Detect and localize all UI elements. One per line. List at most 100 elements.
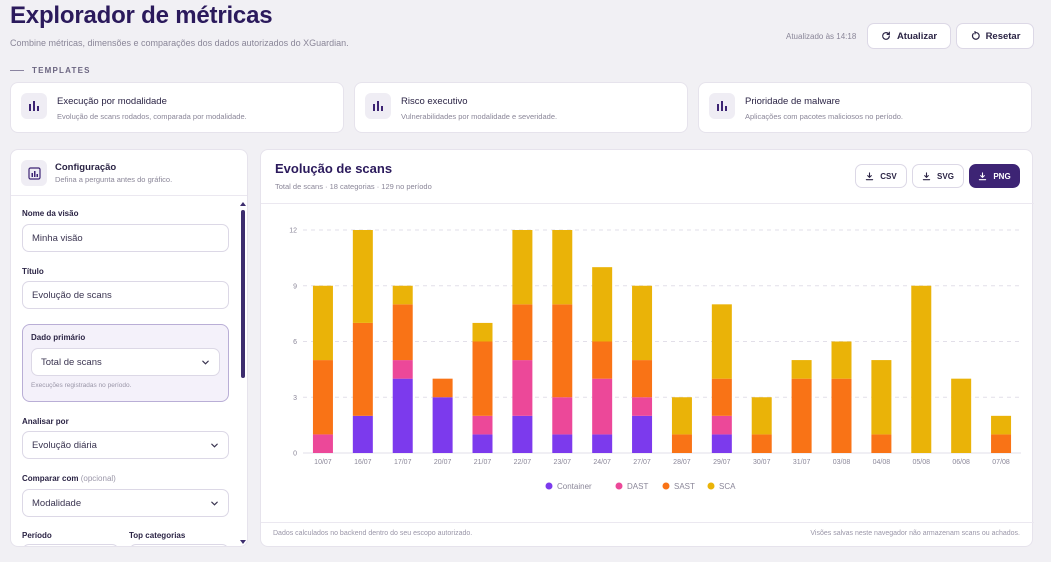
bar-segment-dast: [711, 415, 732, 435]
config-panel: Configuração Defina a pergunta antes do g…: [10, 149, 248, 547]
x-tick-label: 28/07: [673, 459, 691, 466]
compare-select[interactable]: Modalidade: [22, 489, 229, 517]
bar-segment-sast: [831, 378, 852, 453]
config-scrollbar[interactable]: [239, 200, 247, 546]
export-svg-button[interactable]: SVG: [912, 164, 964, 188]
config-title: Configuração: [55, 162, 117, 173]
bar-segment-sca: [592, 267, 613, 342]
chart-divider: [261, 203, 1034, 204]
page-subtitle: Combine métricas, dimensões e comparaçõe…: [10, 38, 349, 48]
bar-chart-icon: [21, 93, 47, 119]
view-name-field[interactable]: Minha visão: [22, 224, 229, 252]
chevron-down-icon: [202, 360, 209, 365]
analyze-label: Analisar por: [22, 417, 69, 426]
view-name-value: Minha visão: [32, 232, 83, 244]
bar-segment-sca: [392, 285, 413, 305]
export-csv-button[interactable]: CSV: [855, 164, 907, 188]
footer-note-right: Visões salvas neste navegador não armaze…: [810, 530, 1020, 537]
bar-segment-sca: [472, 322, 493, 342]
chart-settings-icon: [21, 160, 47, 186]
legend-label: DAST: [627, 482, 648, 491]
y-tick-label: 6: [293, 339, 297, 346]
legend-label: SAST: [674, 482, 695, 491]
export-png-button[interactable]: PNG: [969, 164, 1020, 188]
config-header: Configuração Defina a pergunta antes do g…: [11, 150, 247, 196]
top-categories-label: Top categorias: [129, 531, 186, 540]
compare-label-text: Comparar com: [22, 474, 79, 483]
template-card-execucao[interactable]: Execução por modalidade Evolução de scans…: [10, 82, 344, 133]
legend-swatch: [615, 482, 623, 490]
template-desc: Aplicações com pacotes maliciosos no per…: [745, 112, 903, 121]
x-tick-label: 17/07: [394, 459, 412, 466]
chevron-down-icon: [211, 443, 218, 448]
bar-chart-icon: [709, 93, 735, 119]
bar-segment-sast: [751, 434, 772, 453]
reset-label: Resetar: [985, 30, 1021, 42]
top-categories-select[interactable]: [129, 544, 229, 546]
period-select[interactable]: [22, 544, 119, 546]
chevron-down-icon: [211, 501, 218, 506]
stacked-bar-chart: 0 3 6 9 12 10/07 16/07 17/07 20/07 21/07 22/07 23/0…: [289, 228, 1021, 491]
bar-segment-dast: [552, 397, 573, 435]
x-tick-label: 27/07: [633, 459, 651, 466]
analyze-value: Evolução diária: [32, 439, 97, 451]
bar-segment-sast: [392, 304, 413, 361]
bar-segment-sca: [352, 230, 373, 323]
bar-segment-sca: [751, 397, 772, 435]
template-desc: Vulnerabilidades por modalidade e severi…: [401, 112, 558, 121]
heading-dash: [10, 70, 24, 71]
bar-segment-dast: [392, 360, 413, 379]
primary-hint: Execuções registradas no período.: [31, 382, 132, 389]
footer-divider: [261, 522, 1034, 523]
x-tick-label: 16/07: [354, 459, 372, 466]
bar-segment-dast: [592, 378, 613, 435]
bar-segment-sca: [512, 230, 533, 305]
y-tick-label: 9: [293, 283, 297, 290]
title-field[interactable]: Evolução de scans: [22, 281, 229, 309]
reset-button[interactable]: Resetar: [956, 23, 1034, 49]
csv-label: CSV: [880, 171, 897, 181]
bar-segment-sca: [711, 304, 732, 379]
bar-segment-container: [552, 434, 573, 453]
template-title: Risco executivo: [401, 96, 468, 107]
bar-segment-sast: [472, 341, 493, 416]
bar-segment-sca: [552, 230, 573, 305]
bar-segment-container: [432, 397, 453, 453]
analyze-select[interactable]: Evolução diária: [22, 431, 229, 459]
bar-segment-container: [352, 415, 373, 453]
scroll-down-icon[interactable]: [239, 538, 247, 546]
y-tick-label: 12: [289, 228, 297, 235]
chart-panel: Evolução de scans Total de scans · 18 ca…: [260, 149, 1034, 547]
png-label: PNG: [993, 171, 1011, 181]
bar-segment-sca: [671, 397, 692, 435]
x-tick-label: 22/07: [514, 459, 532, 466]
scrollbar-thumb[interactable]: [241, 210, 245, 378]
x-tick-label: 05/08: [913, 459, 931, 466]
template-card-malware[interactable]: Prioridade de malware Aplicações com paco…: [698, 82, 1032, 133]
bar-segment-container: [592, 434, 613, 453]
refresh-icon: [882, 31, 890, 40]
compare-optional: (opcional): [80, 474, 116, 483]
bar-segment-sast: [671, 434, 692, 453]
x-tick-label: 29/07: [713, 459, 731, 466]
bar-segment-sca: [312, 285, 333, 361]
download-icon: [922, 171, 931, 180]
view-name-label: Nome da visão: [22, 209, 79, 218]
primary-select[interactable]: Total de scans: [31, 348, 220, 376]
download-icon: [979, 171, 987, 180]
x-tick-label: 04/08: [873, 459, 891, 466]
bar-segment-sast: [711, 378, 732, 416]
bar-segment-sca: [911, 285, 932, 453]
legend-swatch: [545, 482, 553, 490]
bar-segment-sca: [951, 378, 972, 453]
bar-segment-sast: [552, 304, 573, 398]
scroll-up-icon[interactable]: [239, 200, 247, 208]
bar-segment-sca: [831, 341, 852, 379]
download-icon: [866, 171, 874, 180]
refresh-button[interactable]: Atualizar: [867, 23, 951, 49]
bar-chart-icon: [365, 93, 391, 119]
x-tick-label: 10/07: [314, 459, 332, 466]
x-tick-label: 24/07: [593, 459, 611, 466]
template-card-risco[interactable]: Risco executivo Vulnerabilidades por moda…: [354, 82, 688, 133]
primary-value: Total de scans: [41, 356, 102, 368]
